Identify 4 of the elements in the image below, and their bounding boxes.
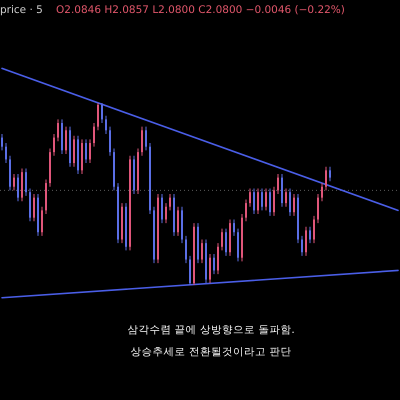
text: price · 5: [0, 4, 43, 16]
text: 삼각수렴 끝에 상방향으로 돌파함.: [127, 324, 295, 336]
text: 상승추세로 전환될것이라고 판단: [130, 346, 292, 358]
text: O2.0846 H2.0857 L2.0800 C2.0800 −0.0046 (−0.22%): [56, 4, 345, 16]
